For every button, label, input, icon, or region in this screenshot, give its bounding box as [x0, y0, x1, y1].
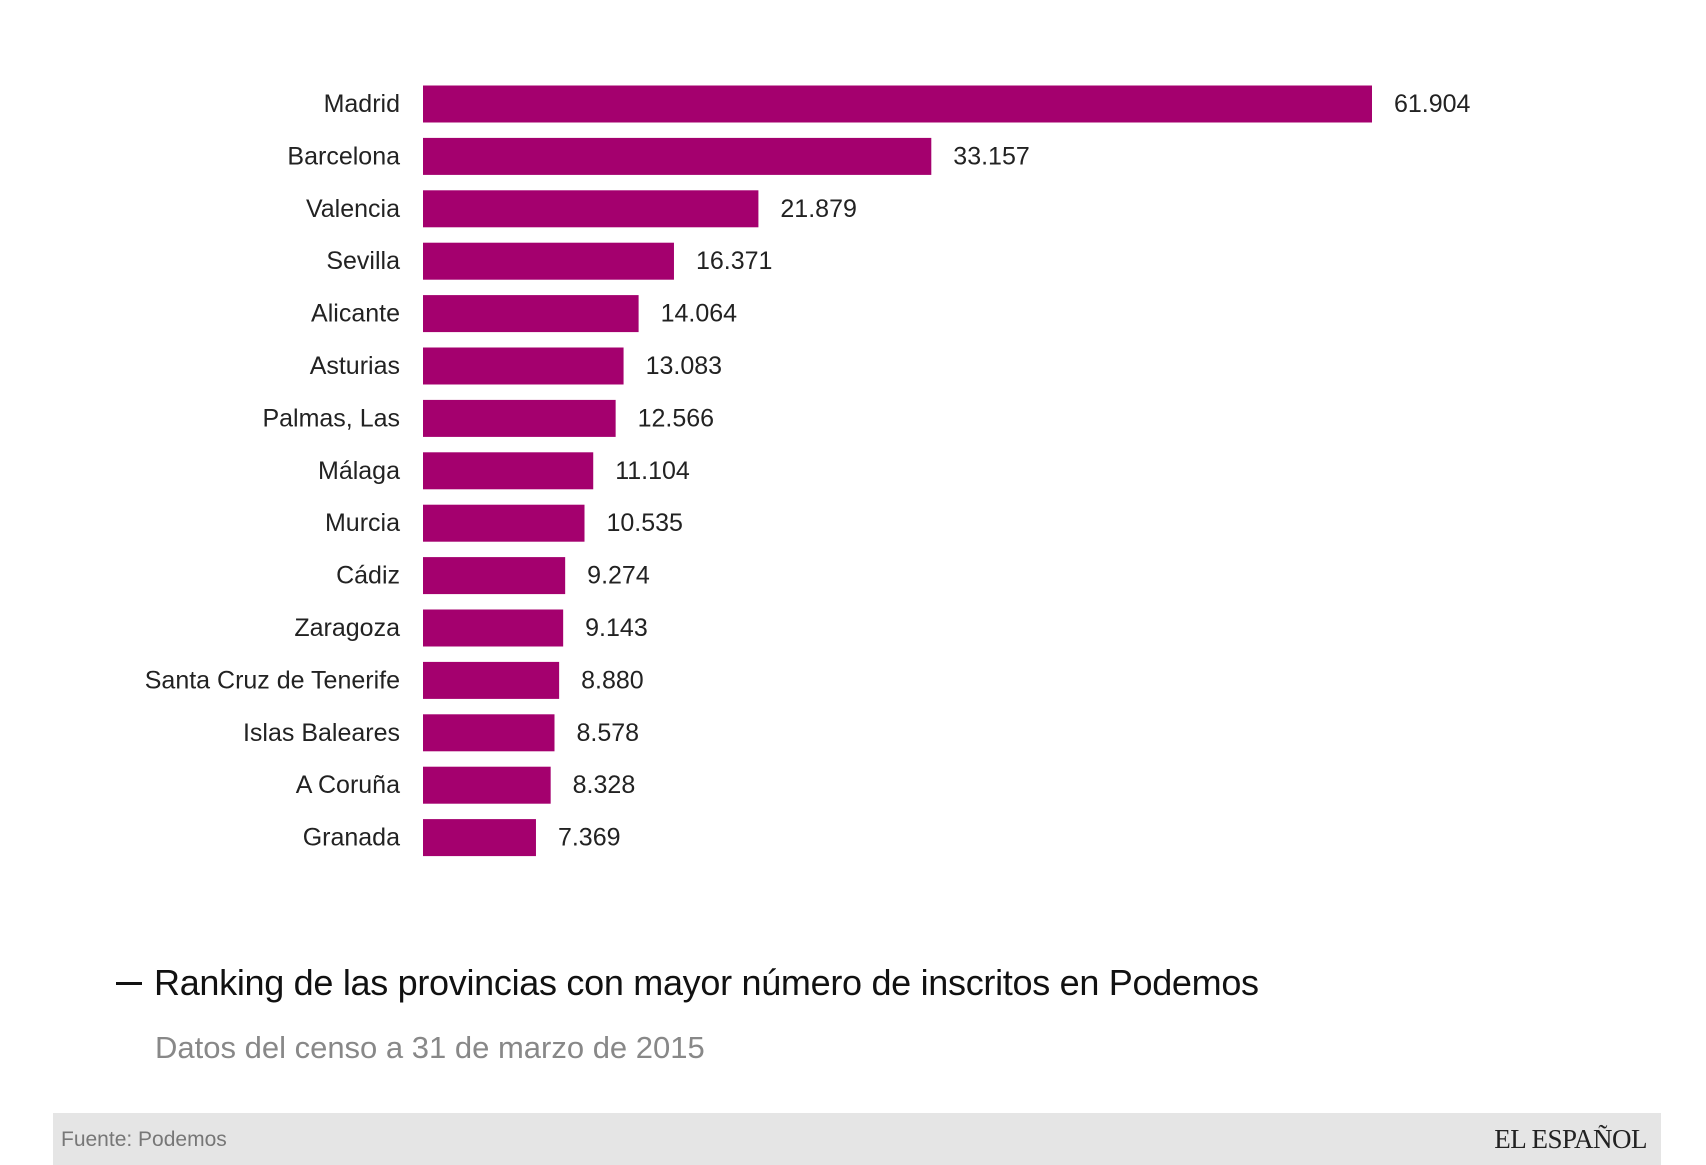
chart-title: Ranking de las provincias con mayor núme…: [116, 962, 1259, 1004]
value-label: 11.104: [615, 457, 690, 485]
footer-bar: Fuente: Podemos EL ESPAÑOL: [53, 1113, 1661, 1165]
brand-logo: EL ESPAÑOL: [1494, 1124, 1647, 1154]
value-label: 61.904: [1394, 90, 1471, 118]
value-label: 10.535: [607, 509, 683, 537]
value-label: 21.879: [780, 195, 856, 223]
bar: [423, 399, 616, 437]
bar: [423, 452, 594, 490]
category-label: Valencia: [306, 195, 400, 223]
value-label: 8.880: [581, 666, 644, 694]
value-label: 7.369: [558, 824, 621, 852]
value-label: 9.274: [587, 562, 650, 590]
bar: [423, 714, 555, 752]
value-label: 9.143: [585, 614, 648, 642]
bar: [423, 242, 674, 280]
source-credit: Fuente: Podemos: [61, 1128, 227, 1151]
value-label: 16.371: [696, 247, 772, 275]
bar-chart: Madrid 61.904 Barcelona 33.157 Valencia 21.87…: [145, 85, 1471, 857]
category-label: Zaragoza: [294, 614, 400, 642]
bar: [423, 661, 560, 699]
bar: [423, 557, 566, 595]
bar: [423, 347, 624, 385]
value-label: 8.328: [573, 771, 636, 799]
category-label: A Coruña: [296, 771, 400, 799]
value-label: 12.566: [638, 404, 714, 432]
bar: [423, 295, 639, 333]
category-label: Asturias: [310, 352, 400, 380]
value-label: 33.157: [953, 142, 1029, 170]
category-label: Madrid: [324, 90, 400, 118]
category-label: Cádiz: [336, 562, 400, 590]
category-label: Murcia: [325, 509, 400, 537]
category-label: Barcelona: [287, 142, 400, 170]
title-dash: [116, 981, 142, 985]
value-label: 8.578: [577, 719, 640, 747]
bar: [423, 766, 551, 804]
chart-subtitle: Datos del censo a 31 de marzo de 2015: [155, 1030, 705, 1065]
bar: [423, 85, 1372, 123]
category-label: Málaga: [318, 457, 400, 485]
category-label: Granada: [303, 824, 400, 852]
category-label: Palmas, Las: [262, 404, 400, 432]
value-label: 13.083: [646, 352, 722, 380]
bar: [423, 819, 536, 857]
category-label: Sevilla: [326, 247, 400, 275]
category-label: Alicante: [311, 300, 400, 328]
category-label: Santa Cruz de Tenerife: [145, 666, 400, 694]
bar: [423, 609, 564, 647]
bar: [423, 137, 932, 175]
category-label: Islas Baleares: [243, 719, 400, 747]
value-label: 14.064: [661, 300, 738, 328]
bar: [423, 190, 759, 228]
bar: [423, 504, 585, 542]
chart-title-text: Ranking de las provincias con mayor núme…: [154, 962, 1259, 1003]
